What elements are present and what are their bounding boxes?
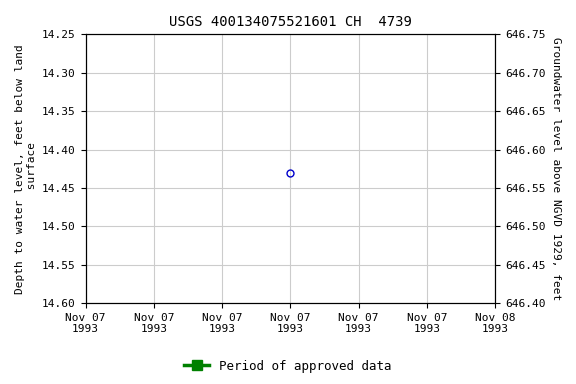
Title: USGS 400134075521601 CH  4739: USGS 400134075521601 CH 4739: [169, 15, 412, 29]
Y-axis label: Groundwater level above NGVD 1929, feet: Groundwater level above NGVD 1929, feet: [551, 37, 561, 300]
Legend: Period of approved data: Period of approved data: [179, 355, 397, 378]
Y-axis label: Depth to water level, feet below land
 surface: Depth to water level, feet below land su…: [15, 44, 37, 294]
